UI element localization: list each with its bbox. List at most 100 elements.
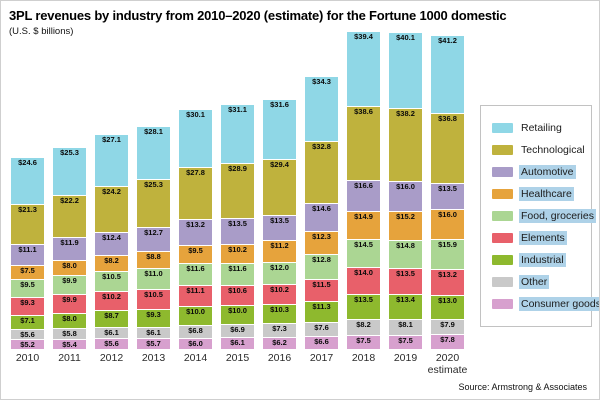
segment-value-label: $10.3 bbox=[270, 304, 289, 314]
bar-column: $31.6 $29.4 $13.5 $11.2 $12.0 $10.2 $10.3 $7.3 $… bbox=[263, 99, 296, 376]
legend-swatch bbox=[492, 233, 513, 243]
segment-value-label: $8.8 bbox=[146, 252, 161, 262]
x-axis-label: 2013 bbox=[141, 352, 166, 364]
bar-segment: $12.3 bbox=[305, 232, 338, 255]
segment-value-label: $6.6 bbox=[314, 337, 329, 347]
legend-swatch bbox=[492, 123, 513, 133]
segment-value-label: $8.7 bbox=[104, 311, 119, 321]
bar-segment: $9.3 bbox=[137, 309, 170, 327]
bar-column: $24.6 $21.3 $11.1 $7.5 $9.5 $9.3 $7.1 $5.6 $5.2 2… bbox=[11, 157, 44, 376]
legend-item: Retailing bbox=[492, 117, 587, 139]
bar-segment: $6.6 bbox=[305, 337, 338, 349]
x-axis-label: 2016 bbox=[267, 352, 292, 364]
segment-value-label: $13.5 bbox=[396, 269, 415, 279]
legend-item: Other bbox=[492, 271, 587, 293]
bar-segment: $7.5 bbox=[347, 335, 380, 349]
segment-value-label: $11.2 bbox=[270, 241, 289, 251]
segment-value-label: $10.2 bbox=[228, 244, 247, 254]
bar-segment: $13.5 bbox=[347, 294, 380, 320]
segment-value-label: $10.5 bbox=[102, 271, 121, 281]
bar-segment: $41.2 bbox=[431, 36, 464, 114]
segment-value-label: $7.8 bbox=[440, 335, 455, 345]
segment-value-label: $8.1 bbox=[398, 320, 413, 330]
segment-value-label: $13.4 bbox=[396, 294, 415, 304]
bar-segment: $11.0 bbox=[137, 269, 170, 289]
bar-segment: $30.1 bbox=[179, 110, 212, 167]
segment-value-label: $5.6 bbox=[104, 339, 119, 349]
bar-column: $41.2 $36.8 $13.5 $16.0 $15.9 $13.2 $13.0 $7.9 $… bbox=[428, 36, 467, 376]
legend-swatch bbox=[492, 167, 513, 177]
stacked-bar: $24.6 $21.3 $11.1 $7.5 $9.5 $9.3 $7.1 $5.6 $5.2 bbox=[11, 157, 44, 349]
segment-value-label: $9.9 bbox=[62, 275, 77, 285]
segment-value-label: $6.1 bbox=[230, 338, 245, 348]
segment-value-label: $13.2 bbox=[438, 270, 457, 280]
bar-segment: $15.2 bbox=[389, 212, 422, 241]
bar-segment: $10.6 bbox=[221, 286, 254, 306]
segment-value-label: $31.1 bbox=[228, 105, 247, 115]
bar-segment: $6.8 bbox=[179, 325, 212, 338]
bar-segment: $31.6 bbox=[263, 99, 296, 159]
segment-value-label: $16.0 bbox=[396, 181, 415, 191]
segment-value-label: $14.6 bbox=[312, 204, 331, 214]
bar-segment: $11.5 bbox=[305, 279, 338, 301]
legend-label: Consumer goods bbox=[519, 297, 599, 311]
bar-segment: $29.4 bbox=[263, 159, 296, 215]
segment-value-label: $29.4 bbox=[270, 159, 289, 169]
bar-segment: $13.5 bbox=[221, 219, 254, 244]
stacked-bar: $31.6 $29.4 $13.5 $11.2 $12.0 $10.2 $10.3 $7.3 $… bbox=[263, 99, 296, 349]
segment-value-label: $28.9 bbox=[228, 164, 247, 174]
legend-swatch bbox=[492, 189, 513, 199]
segment-value-label: $14.8 bbox=[396, 241, 415, 251]
bar-segment: $14.5 bbox=[347, 240, 380, 267]
bar-segment: $7.5 bbox=[11, 266, 44, 280]
stacked-bar: $28.1 $25.3 $12.7 $8.8 $11.0 $10.5 $9.3 $6.1 $5.… bbox=[137, 126, 170, 349]
segment-value-label: $24.6 bbox=[18, 157, 37, 167]
bar-segment: $11.1 bbox=[179, 285, 212, 306]
bar-column: $28.1 $25.3 $12.7 $8.8 $11.0 $10.5 $9.3 $6.1 $5.… bbox=[137, 126, 170, 376]
segment-value-label: $13.5 bbox=[228, 219, 247, 229]
segment-value-label: $32.8 bbox=[312, 142, 331, 151]
segment-value-label: $10.0 bbox=[186, 306, 205, 316]
x-axis-label: 2019 bbox=[393, 352, 418, 364]
segment-value-label: $10.5 bbox=[144, 290, 163, 299]
bar-segment: $25.3 bbox=[137, 180, 170, 228]
segment-value-label: $38.6 bbox=[354, 107, 373, 117]
bar-column: $34.3 $32.8 $14.6 $12.3 $12.8 $11.5 $11.3 $7.6 $… bbox=[305, 76, 338, 376]
segment-value-label: $8.2 bbox=[356, 320, 371, 330]
segment-value-label: $8.0 bbox=[62, 260, 77, 270]
legend-swatch bbox=[492, 277, 513, 287]
legend-item: Consumer goods bbox=[492, 293, 599, 315]
bar-segment: $6.1 bbox=[95, 327, 128, 339]
segment-value-label: $13.2 bbox=[186, 220, 205, 230]
segment-value-label: $27.1 bbox=[102, 135, 121, 145]
bar-segment: $11.6 bbox=[179, 263, 212, 285]
segment-value-label: $9.9 bbox=[62, 294, 77, 304]
bar-segment: $7.9 bbox=[431, 320, 464, 335]
bar-segment: $8.2 bbox=[95, 256, 128, 271]
segment-value-label: $8.0 bbox=[62, 313, 77, 323]
chart-title: 3PL revenues by industry from 2010–2020 … bbox=[9, 8, 507, 23]
segment-value-label: $12.4 bbox=[102, 232, 121, 242]
legend-label: Other bbox=[519, 275, 550, 289]
segment-value-label: $31.6 bbox=[270, 99, 289, 109]
segment-value-label: $10.6 bbox=[228, 286, 247, 296]
bars-container: $24.6 $21.3 $11.1 $7.5 $9.5 $9.3 $7.1 $5.6 $5.2 2… bbox=[9, 32, 467, 376]
bar-segment: $34.3 bbox=[305, 76, 338, 141]
bar-segment: $10.5 bbox=[95, 271, 128, 291]
bar-segment: $6.0 bbox=[179, 338, 212, 349]
segment-value-label: $9.3 bbox=[146, 309, 161, 319]
legend-swatch bbox=[492, 255, 513, 265]
bar-segment: $11.9 bbox=[53, 238, 86, 260]
segment-value-label: $7.1 bbox=[20, 316, 35, 326]
bar-segment: $32.8 bbox=[305, 142, 338, 204]
bar-segment: $9.9 bbox=[53, 275, 86, 294]
segment-value-label: $13.0 bbox=[438, 295, 457, 305]
segment-value-label: $11.9 bbox=[60, 238, 79, 248]
bar-segment: $12.7 bbox=[137, 228, 170, 252]
bar-segment: $13.2 bbox=[179, 220, 212, 245]
bar-segment: $8.8 bbox=[137, 252, 170, 269]
bar-segment: $5.7 bbox=[137, 339, 170, 349]
bar-segment: $11.1 bbox=[11, 244, 44, 266]
bar-segment: $7.5 bbox=[389, 335, 422, 349]
bar-segment: $6.2 bbox=[263, 338, 296, 349]
